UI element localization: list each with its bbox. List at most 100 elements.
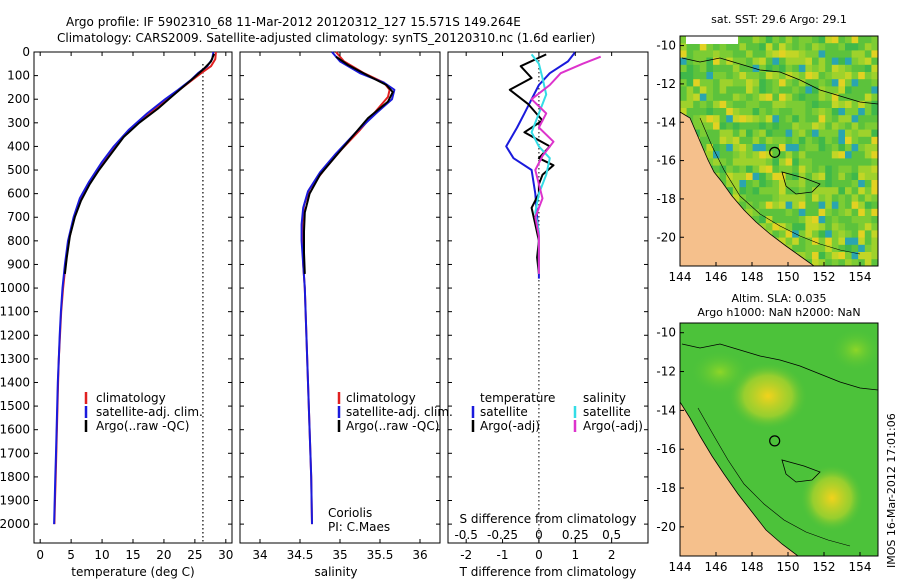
sst-cell xyxy=(772,79,780,87)
sst-cell xyxy=(726,57,734,66)
sst-cell xyxy=(765,158,773,166)
sst-cell xyxy=(831,93,839,102)
sst-cell xyxy=(798,36,806,44)
sst-cell xyxy=(779,151,786,159)
sst-cell xyxy=(812,72,819,80)
depth-tick-label: 1200 xyxy=(0,328,30,342)
sst-cell xyxy=(706,43,714,51)
sst-cell xyxy=(805,86,813,94)
sst-cell xyxy=(746,165,753,174)
sst-cell xyxy=(805,43,813,51)
map-x-tick-label: 146 xyxy=(705,270,728,284)
sst-cell xyxy=(713,158,720,166)
map-x-tick-label: 144 xyxy=(669,560,692,574)
sst-cell xyxy=(851,64,859,73)
sst-cell xyxy=(759,172,767,181)
sst-cell xyxy=(792,129,800,138)
sst-cell xyxy=(785,122,793,130)
sst-cell xyxy=(812,93,819,102)
sst-cell xyxy=(871,57,878,66)
sst-cell xyxy=(680,108,687,116)
sst-cell xyxy=(825,129,833,138)
sst-cell xyxy=(831,201,839,210)
sst-cell xyxy=(805,93,813,102)
sst-cell xyxy=(785,208,793,217)
sst-cell xyxy=(851,144,859,152)
sst-cell xyxy=(719,172,727,181)
sst-cell xyxy=(838,72,846,80)
sst-cell xyxy=(871,43,878,51)
sst-cell xyxy=(818,86,826,94)
sst-cell xyxy=(765,64,773,73)
sst-cell xyxy=(851,223,859,231)
sst-map-profile-marker xyxy=(769,146,781,158)
sst-cell xyxy=(798,244,806,253)
temperature-x-tick-label: 5 xyxy=(67,548,75,562)
sst-cell xyxy=(746,72,753,80)
sst-cell xyxy=(699,64,707,73)
sla-map-high-anomaly-south xyxy=(800,464,864,532)
sst-cell xyxy=(845,50,852,58)
sst-cell xyxy=(825,259,833,266)
sst-cell xyxy=(858,158,866,166)
sst-cell xyxy=(765,79,773,87)
sst-cell xyxy=(831,216,839,224)
sst-cell xyxy=(719,122,727,130)
sst-cell xyxy=(831,108,839,116)
sst-cell xyxy=(818,64,826,73)
sst-cell xyxy=(831,208,839,217)
sst-cell xyxy=(746,108,753,116)
sst-cell xyxy=(845,108,852,116)
sst-cell xyxy=(864,244,872,253)
sst-cell xyxy=(759,93,767,102)
map-y-tick-label: -10 xyxy=(656,326,676,340)
sst-cell xyxy=(699,93,707,102)
sst-cell xyxy=(864,201,872,210)
sst-cell xyxy=(812,223,819,231)
salinity-xlabel: salinity xyxy=(314,565,357,579)
sst-cell xyxy=(752,216,760,224)
difference-top-xlabel: S difference from climatology xyxy=(460,512,637,526)
sst-cell xyxy=(864,252,872,260)
sst-cell xyxy=(686,86,694,94)
sst-cell xyxy=(805,115,813,123)
sst-cell xyxy=(812,86,819,94)
sst-cell xyxy=(845,136,852,145)
sst-cell xyxy=(779,194,786,202)
sst-cell xyxy=(739,201,747,210)
sst-cell xyxy=(759,57,767,66)
sst-cell xyxy=(858,230,866,238)
sst-cell xyxy=(785,237,793,246)
difference-frame xyxy=(447,51,649,544)
sst-cell xyxy=(838,43,846,51)
sst-cell xyxy=(838,93,846,102)
sst-cell xyxy=(772,108,780,116)
sst-cell xyxy=(732,93,740,102)
sst-cell xyxy=(752,100,760,109)
sst-cell xyxy=(772,223,780,231)
sst-cell xyxy=(765,108,773,116)
sst-cell xyxy=(798,230,806,238)
depth-tick-label: 1400 xyxy=(0,375,30,389)
salinity-x-tick-label: 34 xyxy=(252,548,267,562)
sst-cell xyxy=(871,108,878,116)
sst-cell xyxy=(706,158,714,166)
sst-cell xyxy=(871,216,878,224)
sst-cell xyxy=(825,252,833,260)
salinity-annotation-pi: PI: C.Maes xyxy=(328,520,390,534)
sst-cell xyxy=(772,151,780,159)
sst-cell xyxy=(851,86,859,94)
sst-cell xyxy=(746,50,753,58)
sst-cell xyxy=(818,158,826,166)
sst-cell xyxy=(825,172,833,181)
sst-cell xyxy=(746,208,753,217)
sst-cell xyxy=(812,136,819,145)
sst-cell xyxy=(858,172,866,181)
sst-cell xyxy=(871,252,878,260)
sst-cell xyxy=(759,115,767,123)
sst-cell xyxy=(818,100,826,109)
sst-cell xyxy=(746,201,753,210)
sst-cell xyxy=(798,43,806,51)
sst-cell xyxy=(864,86,872,94)
sst-cell xyxy=(845,194,852,202)
